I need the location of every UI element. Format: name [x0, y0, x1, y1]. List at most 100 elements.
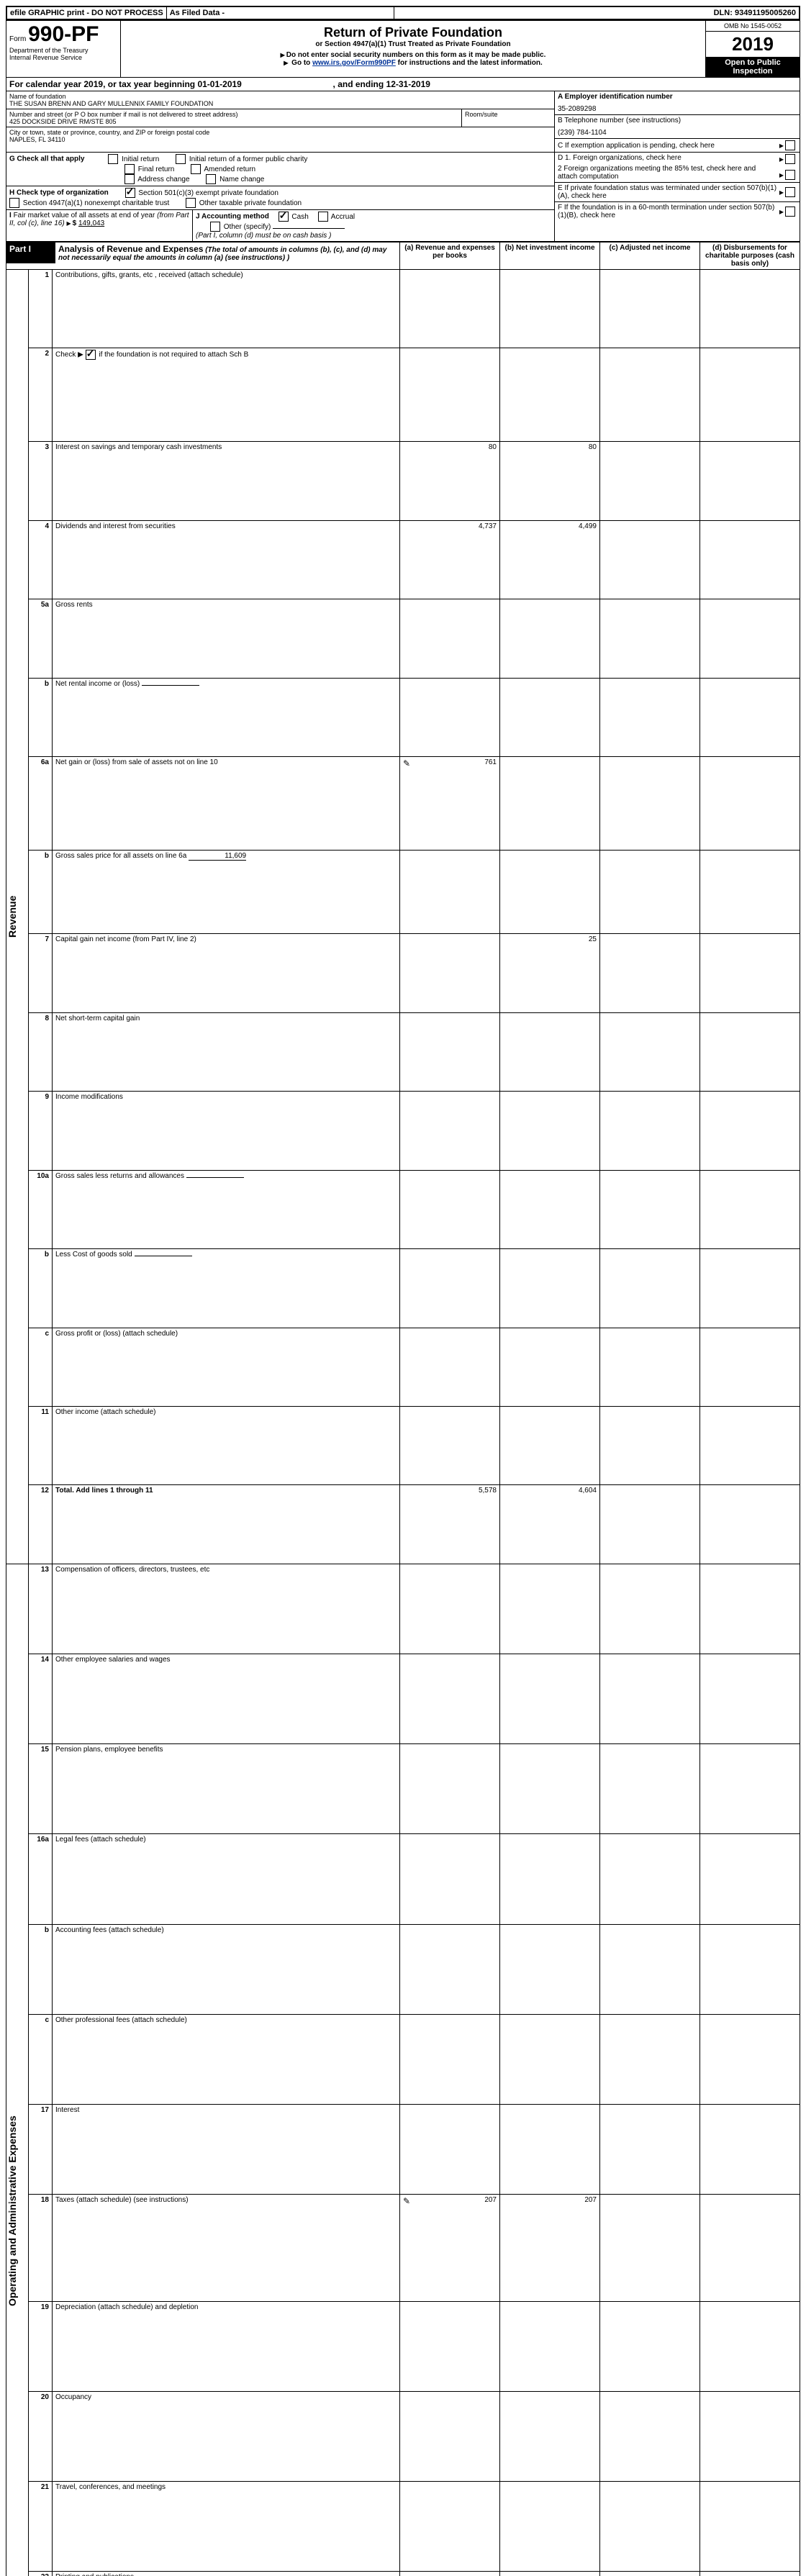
h-opt3-checkbox[interactable] — [186, 198, 196, 208]
form-prefix: Form — [9, 35, 26, 43]
form-note2: Go to www.irs.gov/Form990PF for instruct… — [124, 59, 702, 67]
line-number: 12 — [29, 1485, 53, 1564]
line-number: 11 — [29, 1407, 53, 1485]
table-row: bLess Cost of goods sold — [6, 1249, 800, 1328]
j-accrual-checkbox[interactable] — [318, 212, 328, 222]
table-row: 3Interest on savings and temporary cash … — [6, 442, 800, 520]
cell-b — [500, 2014, 600, 2104]
irs-link[interactable]: www.irs.gov/Form990PF — [312, 59, 396, 67]
cell-a — [400, 2391, 500, 2481]
table-row: 9Income modifications — [6, 1092, 800, 1170]
g-opt-checkbox[interactable] — [191, 164, 201, 174]
cell-a — [400, 2572, 500, 2576]
cell-a — [400, 1407, 500, 1485]
cell-b — [500, 1654, 600, 1744]
line-desc: Travel, conferences, and meetings — [53, 2481, 400, 2571]
cell-b — [500, 2301, 600, 2391]
cell-d — [700, 2572, 800, 2576]
cell-d — [700, 851, 800, 934]
table-row: 19Depreciation (attach schedule) and dep… — [6, 2301, 800, 2391]
attachment-icon[interactable]: ✎ — [403, 2196, 410, 2206]
cell-a: 4,737 — [400, 520, 500, 599]
line-desc: Interest — [53, 2104, 400, 2194]
cell-d — [700, 599, 800, 678]
table-row: 14Other employee salaries and wages — [6, 1654, 800, 1744]
col-d-header: (d) Disbursements for charitable purpose… — [700, 242, 800, 270]
cell-c — [600, 520, 700, 599]
g-opt-3: Amended return — [204, 165, 255, 173]
h-opt3: Other taxable private foundation — [199, 199, 302, 207]
cell-d — [700, 2014, 800, 2104]
table-row: 4Dividends and interest from securities4… — [6, 520, 800, 599]
cell-c — [600, 934, 700, 1012]
g-opt-checkbox[interactable] — [124, 164, 135, 174]
j-cash-checkbox[interactable] — [279, 212, 289, 222]
part1-badge: Part I — [6, 242, 55, 263]
h-section: H Check type of organization Section 501… — [6, 186, 554, 210]
g-opt-4: Address change — [137, 176, 189, 183]
cell-b — [500, 757, 600, 851]
table-row: 22Printing and publications — [6, 2572, 800, 2576]
h-opt1: Section 501(c)(3) exempt private foundat… — [138, 189, 279, 197]
table-row: 17Interest — [6, 2104, 800, 2194]
h-opt2: Section 4947(a)(1) nonexempt charitable … — [23, 199, 169, 207]
line-desc: Net rental income or (loss) — [53, 678, 400, 756]
table-row: 7Capital gain net income (from Part IV, … — [6, 934, 800, 1012]
col-b-header: (b) Net investment income — [500, 242, 600, 270]
cell-b: 4,499 — [500, 520, 600, 599]
form-header: Form 990-PF Department of the Treasury I… — [6, 20, 800, 78]
line-number: 16a — [29, 1834, 53, 1924]
table-row: 8Net short-term capital gain — [6, 1012, 800, 1091]
f-checkbox[interactable] — [785, 207, 795, 217]
cell-b — [500, 1564, 600, 1654]
form-subtitle: or Section 4947(a)(1) Trust Treated as P… — [124, 40, 702, 48]
d2-checkbox[interactable] — [785, 170, 795, 180]
e-checkbox[interactable] — [785, 187, 795, 197]
line-number: 22 — [29, 2572, 53, 2576]
line-number: b — [29, 851, 53, 934]
line-desc: Total. Add lines 1 through 11 — [53, 1485, 400, 1564]
line-number: 18 — [29, 2194, 53, 2301]
cell-c — [600, 2104, 700, 2194]
cell-c — [600, 1407, 700, 1485]
cell-a — [400, 1092, 500, 1170]
j-other-checkbox[interactable] — [210, 222, 220, 232]
cell-b — [500, 1924, 600, 2014]
cell-c — [600, 1485, 700, 1564]
table-row: cGross profit or (loss) (attach schedule… — [6, 1328, 800, 1406]
g-opt-checkbox[interactable] — [176, 154, 186, 164]
g-opt-checkbox[interactable] — [206, 174, 216, 184]
table-row: Revenue1Contributions, gifts, grants, et… — [6, 270, 800, 348]
cell-c — [600, 2194, 700, 2301]
irs-label: Internal Revenue Service — [9, 54, 117, 61]
g-opt-checkbox[interactable] — [124, 174, 135, 184]
cell-c — [600, 2014, 700, 2104]
cell-d — [700, 1564, 800, 1654]
line-number: 4 — [29, 520, 53, 599]
cell-d — [700, 2391, 800, 2481]
line-number: c — [29, 2014, 53, 2104]
line-number: 17 — [29, 2104, 53, 2194]
i-dollar: $ — [73, 219, 77, 227]
attachment-icon[interactable]: ✎ — [403, 758, 410, 768]
table-row: bGross sales price for all assets on lin… — [6, 851, 800, 934]
line-number: b — [29, 1249, 53, 1328]
cell-d — [700, 2301, 800, 2391]
c-checkbox[interactable] — [785, 140, 795, 150]
part1-title: Analysis of Revenue and Expenses — [58, 244, 203, 254]
cell-b — [500, 1744, 600, 1834]
cell-b — [500, 1407, 600, 1485]
h-opt1-checkbox[interactable] — [125, 188, 135, 198]
cell-a — [400, 1564, 500, 1654]
d1-checkbox[interactable] — [785, 154, 795, 164]
top-bar: efile GRAPHIC print - DO NOT PROCESS As … — [6, 6, 800, 20]
cell-a — [400, 1924, 500, 2014]
g-opt-checkbox[interactable] — [108, 154, 118, 164]
line-number: 1 — [29, 270, 53, 348]
e-label: E If private foundation status was termi… — [558, 184, 779, 200]
cell-b — [500, 2572, 600, 2576]
schb-checkbox[interactable] — [86, 350, 96, 360]
cell-d — [700, 934, 800, 1012]
cell-b — [500, 1249, 600, 1328]
h-opt2-checkbox[interactable] — [9, 198, 19, 208]
